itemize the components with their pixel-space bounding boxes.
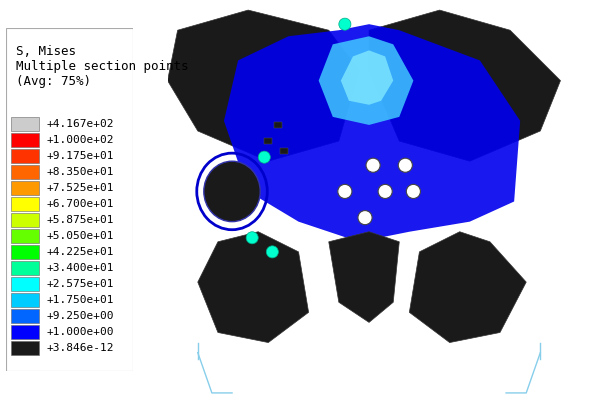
Bar xyxy=(11,309,39,323)
Bar xyxy=(11,165,39,179)
Bar xyxy=(11,325,39,339)
Text: +2.575e+01: +2.575e+01 xyxy=(47,279,114,289)
Polygon shape xyxy=(168,10,359,161)
Ellipse shape xyxy=(204,161,260,222)
Text: +8.350e+01: +8.350e+01 xyxy=(47,167,114,177)
Ellipse shape xyxy=(378,185,392,199)
Bar xyxy=(11,261,39,275)
FancyBboxPatch shape xyxy=(6,28,133,371)
Ellipse shape xyxy=(266,246,278,258)
Ellipse shape xyxy=(258,151,270,163)
Text: +7.525e+01: +7.525e+01 xyxy=(47,183,114,193)
Ellipse shape xyxy=(398,158,413,172)
Text: +4.225e+01: +4.225e+01 xyxy=(47,247,114,257)
Polygon shape xyxy=(369,10,560,161)
Bar xyxy=(264,138,272,144)
Polygon shape xyxy=(341,50,393,105)
Text: +9.250e+00: +9.250e+00 xyxy=(47,311,114,321)
Bar xyxy=(11,197,39,211)
Text: +1.000e+00: +1.000e+00 xyxy=(47,327,114,337)
Polygon shape xyxy=(319,36,413,125)
Bar xyxy=(11,213,39,227)
Text: +4.167e+02: +4.167e+02 xyxy=(47,119,114,129)
Text: +6.700e+01: +6.700e+01 xyxy=(47,199,114,209)
Text: +5.875e+01: +5.875e+01 xyxy=(47,215,114,225)
Text: +3.400e+01: +3.400e+01 xyxy=(47,263,114,273)
Polygon shape xyxy=(410,232,526,343)
Polygon shape xyxy=(224,24,520,242)
Bar xyxy=(11,341,39,355)
Ellipse shape xyxy=(366,158,380,172)
Bar xyxy=(274,122,283,128)
Polygon shape xyxy=(329,232,399,322)
Bar xyxy=(11,133,39,147)
Bar xyxy=(11,117,39,131)
Text: +3.846e-12: +3.846e-12 xyxy=(47,343,114,353)
Text: S, Mises
Multiple section points
(Avg: 75%): S, Mises Multiple section points (Avg: 7… xyxy=(16,46,189,88)
Polygon shape xyxy=(198,232,309,343)
Bar xyxy=(11,245,39,259)
Text: +9.175e+01: +9.175e+01 xyxy=(47,151,114,161)
Text: +5.050e+01: +5.050e+01 xyxy=(47,231,114,241)
Ellipse shape xyxy=(339,18,351,30)
Ellipse shape xyxy=(246,232,258,244)
Bar xyxy=(11,181,39,195)
Ellipse shape xyxy=(407,185,420,199)
Text: +1.000e+02: +1.000e+02 xyxy=(47,135,114,145)
Bar xyxy=(280,148,289,154)
Bar xyxy=(11,229,39,243)
Bar xyxy=(11,277,39,291)
Bar xyxy=(11,293,39,307)
Ellipse shape xyxy=(358,210,372,225)
Ellipse shape xyxy=(338,185,352,199)
Bar xyxy=(11,149,39,163)
Text: +1.750e+01: +1.750e+01 xyxy=(47,295,114,305)
